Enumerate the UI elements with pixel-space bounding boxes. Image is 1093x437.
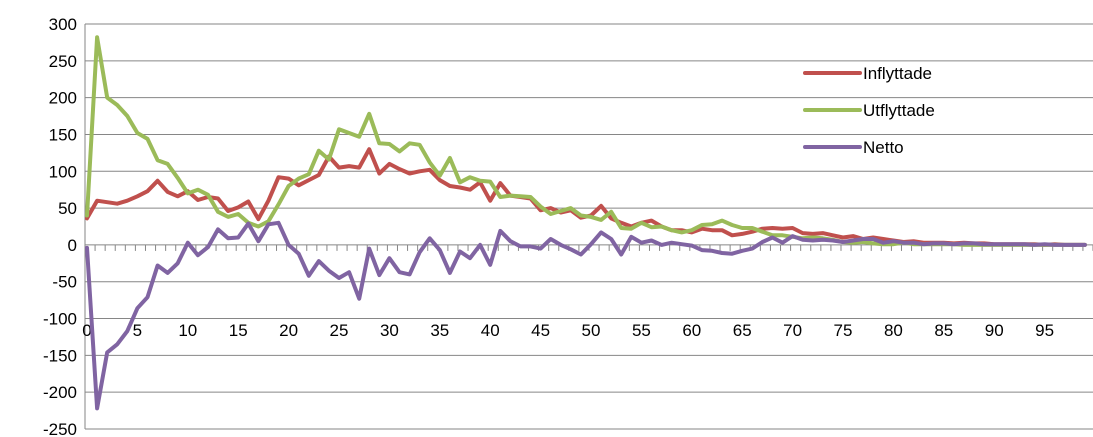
series-lines [85,35,1087,411]
x-tick-label: 55 [632,321,651,340]
legend: Inflyttade Utflyttade Netto [803,64,935,157]
x-axis-tick-labels: 0 5 10 15 20 25 30 35 40 45 50 55 60 65 70 75 80 85 90 95 [82,321,1054,340]
x-tick-label: 15 [229,321,248,340]
x-tick-label: 85 [934,321,953,340]
y-tick-label: 250 [49,52,77,71]
series-line-netto [85,220,1087,411]
series-line-inflyttade [85,147,1087,247]
y-tick-label: -150 [43,346,77,365]
x-tick-label: 95 [1035,321,1054,340]
x-tick-label: 35 [430,321,449,340]
y-tick-label: -50 [52,273,77,292]
x-tick-label: 10 [178,321,197,340]
x-tick-label: 25 [330,321,349,340]
x-tick-label: 30 [380,321,399,340]
y-tick-label: 0 [68,236,77,255]
axes [84,24,1093,429]
x-tick-label: 5 [133,321,142,340]
gridlines [85,23,1093,430]
y-tick-label: 200 [49,89,77,108]
x-tick-label: 70 [783,321,802,340]
x-tick-label: 45 [531,321,550,340]
x-tick-label: 50 [582,321,601,340]
x-tick-label: 60 [682,321,701,340]
x-tick-label: 40 [481,321,500,340]
x-tick-label: 65 [733,321,752,340]
y-tick-label: 100 [49,162,77,181]
y-tick-label: 300 [49,15,77,34]
legend-label-inflyttade: Inflyttade [863,64,932,83]
y-axis-tick-labels: 300 250 200 150 100 50 0 -50 -100 -150 -200 -250 [43,15,77,437]
y-tick-label: -200 [43,383,77,402]
x-tick-label: 90 [985,321,1004,340]
y-tick-label: 150 [49,125,77,144]
legend-label-netto: Netto [863,138,904,157]
y-tick-label: -250 [43,420,77,437]
x-tick-label: 75 [834,321,853,340]
x-tick-label: 0 [82,321,91,340]
legend-label-utflyttade: Utflyttade [863,101,935,120]
series-line-utflyttade [85,35,1087,247]
y-tick-label: -100 [43,310,77,329]
y-tick-label: 50 [58,199,77,218]
x-tick-label: 20 [279,321,298,340]
x-tick-label: 80 [884,321,903,340]
